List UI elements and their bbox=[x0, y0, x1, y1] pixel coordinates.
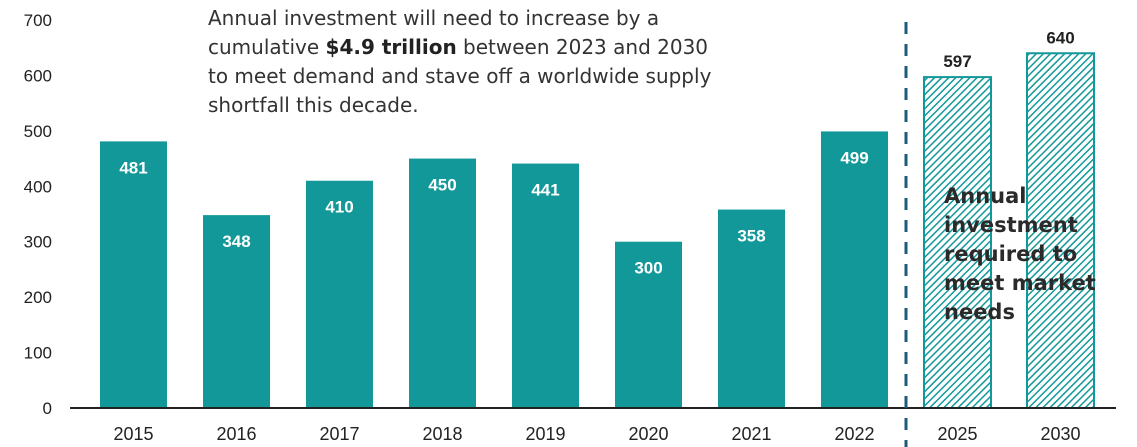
annotation-line-2-end: between 2023 and 2030 bbox=[456, 35, 709, 59]
value-label-2022: 499 bbox=[840, 148, 868, 167]
value-label-2030: 640 bbox=[1046, 28, 1074, 47]
x-tick-label: 2020 bbox=[628, 424, 668, 444]
value-label-2020: 300 bbox=[634, 259, 662, 278]
annotation-line-2-start: cumulative bbox=[208, 35, 326, 59]
annotation-line-2: cumulative $4.9 trillion between 2023 an… bbox=[208, 33, 808, 62]
y-tick-label: 400 bbox=[24, 177, 52, 196]
x-tick-label: 2015 bbox=[113, 424, 153, 444]
bar-2021 bbox=[718, 209, 785, 408]
y-tick-label: 700 bbox=[24, 11, 52, 30]
annotation-highlight: $4.9 trillion bbox=[325, 35, 457, 59]
projection-note: Annual investment required to meet marke… bbox=[944, 182, 1134, 327]
value-label-2021: 358 bbox=[737, 227, 765, 246]
projection-note-line-4: meet market bbox=[944, 271, 1096, 295]
x-tick-label: 2030 bbox=[1040, 424, 1080, 444]
value-label-2016: 348 bbox=[222, 232, 250, 251]
x-tick-label: 2017 bbox=[319, 424, 359, 444]
x-tick-label: 2016 bbox=[216, 424, 256, 444]
y-tick-label: 100 bbox=[24, 344, 52, 363]
bar-2020 bbox=[615, 241, 682, 408]
annotation-line-1: Annual investment will need to increase … bbox=[208, 6, 660, 30]
value-label-2018: 450 bbox=[428, 176, 456, 195]
projected-bar-2025 bbox=[923, 76, 992, 409]
x-tick-label: 2022 bbox=[834, 424, 874, 444]
projection-note-line-3: required to bbox=[944, 242, 1078, 266]
annotation-line-3: to meet demand and stave off a worldwide… bbox=[208, 64, 712, 88]
chart-annotation: Annual investment will need to increase … bbox=[208, 4, 808, 120]
value-label-2019: 441 bbox=[531, 181, 559, 200]
y-tick-label: 0 bbox=[43, 399, 52, 418]
bar-2022 bbox=[821, 131, 888, 408]
projection-note-line-1: Annual bbox=[944, 184, 1027, 208]
x-tick-label: 2018 bbox=[422, 424, 462, 444]
x-tick-label: 2025 bbox=[937, 424, 977, 444]
bar-2019 bbox=[512, 163, 579, 408]
bar-2018 bbox=[409, 158, 476, 408]
x-tick-label: 2021 bbox=[731, 424, 771, 444]
bar-2015 bbox=[100, 141, 167, 409]
bar-2017 bbox=[306, 180, 373, 408]
annotation-line-4: shortfall this decade. bbox=[208, 93, 419, 117]
value-label-2015: 481 bbox=[119, 158, 147, 177]
x-tick-label: 2019 bbox=[525, 424, 565, 444]
projection-note-line-5: needs bbox=[944, 300, 1015, 324]
y-tick-label: 500 bbox=[24, 122, 52, 141]
y-tick-label: 300 bbox=[24, 233, 52, 252]
projection-note-line-2: investment bbox=[944, 213, 1078, 237]
bar-2016 bbox=[203, 215, 270, 408]
y-tick-label: 200 bbox=[24, 288, 52, 307]
y-tick-label: 600 bbox=[24, 66, 52, 85]
value-label-2025: 597 bbox=[943, 52, 971, 71]
value-label-2017: 410 bbox=[325, 198, 353, 217]
